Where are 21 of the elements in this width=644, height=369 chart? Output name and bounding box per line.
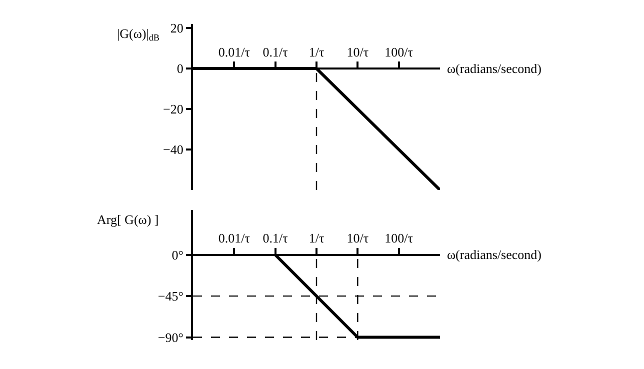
- y-tick-label: −90°: [158, 330, 184, 345]
- x-tick-label: 0.1/τ: [262, 44, 288, 60]
- y-tick-label: −40: [163, 142, 184, 158]
- y-tick-label: −20: [163, 102, 184, 117]
- x-tick-label: 0.01/τ: [218, 230, 250, 246]
- y-tick-label: 20: [170, 20, 184, 36]
- x-tick-label: 100/τ: [384, 230, 413, 246]
- x-tick-label: 0.1/τ: [262, 230, 288, 246]
- y-tick-label: 0°: [172, 247, 184, 262]
- x-tick-label: 1/τ: [308, 230, 324, 246]
- x-tick-label: 1/τ: [308, 44, 324, 60]
- x-tick-label: 100/τ: [384, 44, 413, 60]
- y-tick-label: 0: [176, 61, 184, 76]
- x-tick-label: 10/τ: [346, 44, 369, 60]
- x-axis-title: ω(radians/second): [447, 247, 542, 262]
- y-axis-title: |G(ω)|$_{dB}$: [117, 26, 160, 43]
- y-axis-title: Arg[ G(ω) ]: [97, 212, 159, 227]
- x-axis-title: ω(radians/second): [447, 61, 542, 76]
- x-tick-label: 0.01/τ: [218, 44, 250, 60]
- y-tick-label: −45°: [158, 288, 184, 304]
- x-tick-label: 10/τ: [346, 230, 369, 246]
